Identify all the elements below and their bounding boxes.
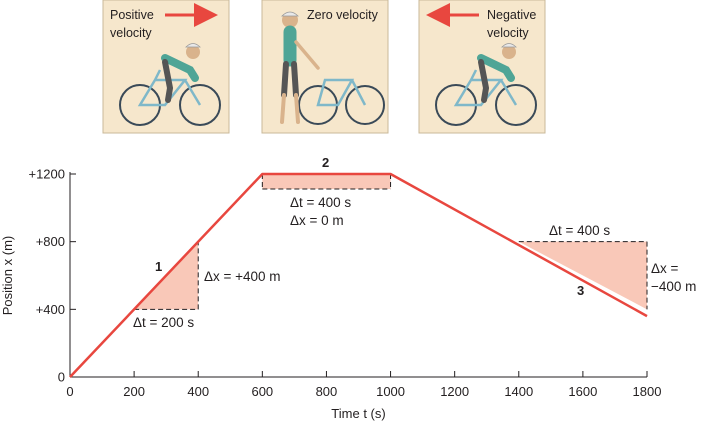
segment-2-dt: Δt = 400 s <box>290 195 351 210</box>
panel-positive-line2: velocity <box>110 26 152 40</box>
x-tick-label: 1400 <box>504 384 533 399</box>
segment-1-dx: Δx = +400 m <box>204 269 281 284</box>
x-tick-label: 1000 <box>376 384 405 399</box>
panel-negative-velocity: Negative velocity <box>418 0 546 134</box>
panel-positive-velocity: Positive velocity <box>102 0 230 134</box>
x-tick-label: 1800 <box>633 384 662 399</box>
x-tick-label: 1600 <box>568 384 597 399</box>
y-tick-label: 0 <box>58 370 65 385</box>
segment-label-3: 3 <box>577 283 584 298</box>
panel-negative-line1: Negative <box>487 8 536 22</box>
x-tick-label: 400 <box>187 384 209 399</box>
y-tick-label: +1200 <box>28 167 65 182</box>
guide-lines <box>134 174 648 310</box>
delta-triangle-3 <box>518 241 647 310</box>
cyclist-riding-icon <box>435 43 537 126</box>
x-tick-label: 800 <box>316 384 338 399</box>
segment-label-1: 1 <box>155 259 162 274</box>
y-tick-label: +800 <box>36 234 65 249</box>
position-line <box>69 172 648 378</box>
segment-2-dx: Δx = 0 m <box>290 213 344 228</box>
person-standing-with-bike-icon <box>280 11 385 125</box>
segment-3-dx-line2: −400 m <box>651 279 696 294</box>
axes: 0 200 400 600 800 1000 1200 1400 1600 1800 0 +400 +8… <box>28 167 661 400</box>
segment-1-dt: Δt = 200 s <box>133 315 194 330</box>
x-tick-label: 0 <box>66 384 73 399</box>
delta-strip-2 <box>262 174 391 189</box>
x-tick-label: 600 <box>251 384 273 399</box>
segment-label-2: 2 <box>322 155 329 170</box>
x-axis-title: Time t (s) <box>331 406 385 421</box>
segment-3-dx-line1: Δx = <box>651 261 679 276</box>
panel-positive-line1: Positive <box>110 8 154 22</box>
y-axis-title: Position x (m) <box>0 236 15 315</box>
x-tick-label: 1200 <box>440 384 469 399</box>
x-tick-label: 200 <box>123 384 145 399</box>
annotation-labels: 1 Δx = +400 m Δt = 200 s 2 Δt = 400 s Δx = 0 … <box>133 155 696 330</box>
cyclist-riding-icon <box>119 43 221 126</box>
y-tick-label: +400 <box>36 302 65 317</box>
panel-negative-line2: velocity <box>487 26 529 40</box>
panel-zero-velocity: Zero velocity <box>261 0 389 134</box>
panel-zero-line1: Zero velocity <box>307 8 379 22</box>
segment-3-dt: Δt = 400 s <box>549 223 610 238</box>
series-layer <box>69 172 648 378</box>
